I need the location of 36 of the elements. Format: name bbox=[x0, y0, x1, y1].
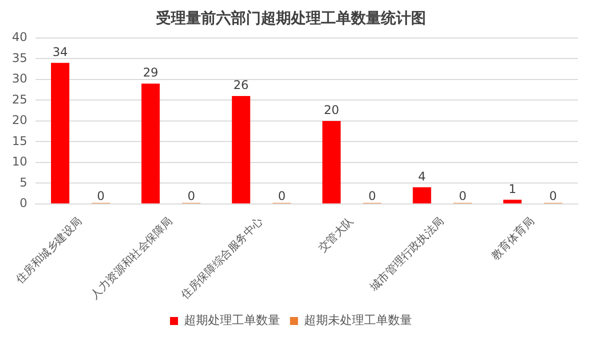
y-tick-label: 15 bbox=[12, 134, 28, 148]
y-tick-label: 20 bbox=[12, 113, 28, 128]
data-label: 34 bbox=[52, 45, 68, 60]
bar bbox=[322, 120, 341, 204]
bar bbox=[503, 200, 522, 204]
y-tick-label: 0 bbox=[20, 196, 28, 210]
legend-label: 超期未处理工单数量 bbox=[304, 313, 412, 328]
bar bbox=[141, 84, 160, 204]
bar bbox=[232, 96, 250, 204]
x-tick-label: 教育体育局 bbox=[488, 214, 537, 263]
x-tick-label: 住房保障综合服务中心 bbox=[178, 214, 266, 302]
data-label: 0 bbox=[278, 189, 286, 204]
x-tick-label: 城市管理行政执法局 bbox=[366, 214, 446, 294]
x-tick-label: 住房和城乡建设局 bbox=[13, 214, 85, 286]
data-label: 0 bbox=[368, 189, 376, 204]
data-label: 26 bbox=[233, 78, 249, 92]
x-tick-label: 人力资源和社会保障局 bbox=[88, 214, 176, 302]
y-tick-label: 40 bbox=[12, 30, 28, 44]
data-label: 0 bbox=[187, 189, 196, 204]
y-tick-label: 30 bbox=[12, 72, 28, 86]
data-label: 0 bbox=[458, 189, 466, 204]
data-label: 4 bbox=[418, 169, 426, 184]
bar bbox=[412, 187, 432, 204]
data-label: 0 bbox=[549, 189, 557, 204]
legend-label: 超期处理工单数量 bbox=[184, 313, 280, 328]
data-label: 20 bbox=[324, 103, 340, 118]
bar bbox=[50, 62, 70, 204]
y-tick-label: 25 bbox=[12, 92, 28, 106]
x-tick-label: 交管大队 bbox=[316, 214, 356, 255]
y-tick-label: 35 bbox=[12, 50, 28, 65]
data-label: 1 bbox=[508, 182, 516, 196]
y-tick-label: 10 bbox=[12, 154, 28, 169]
chart-title: 受理量前六部门超期处理工单数量统计图 bbox=[155, 8, 426, 27]
y-tick-label: 5 bbox=[20, 175, 28, 190]
data-label: 0 bbox=[97, 189, 105, 204]
data-label: 29 bbox=[142, 66, 158, 80]
